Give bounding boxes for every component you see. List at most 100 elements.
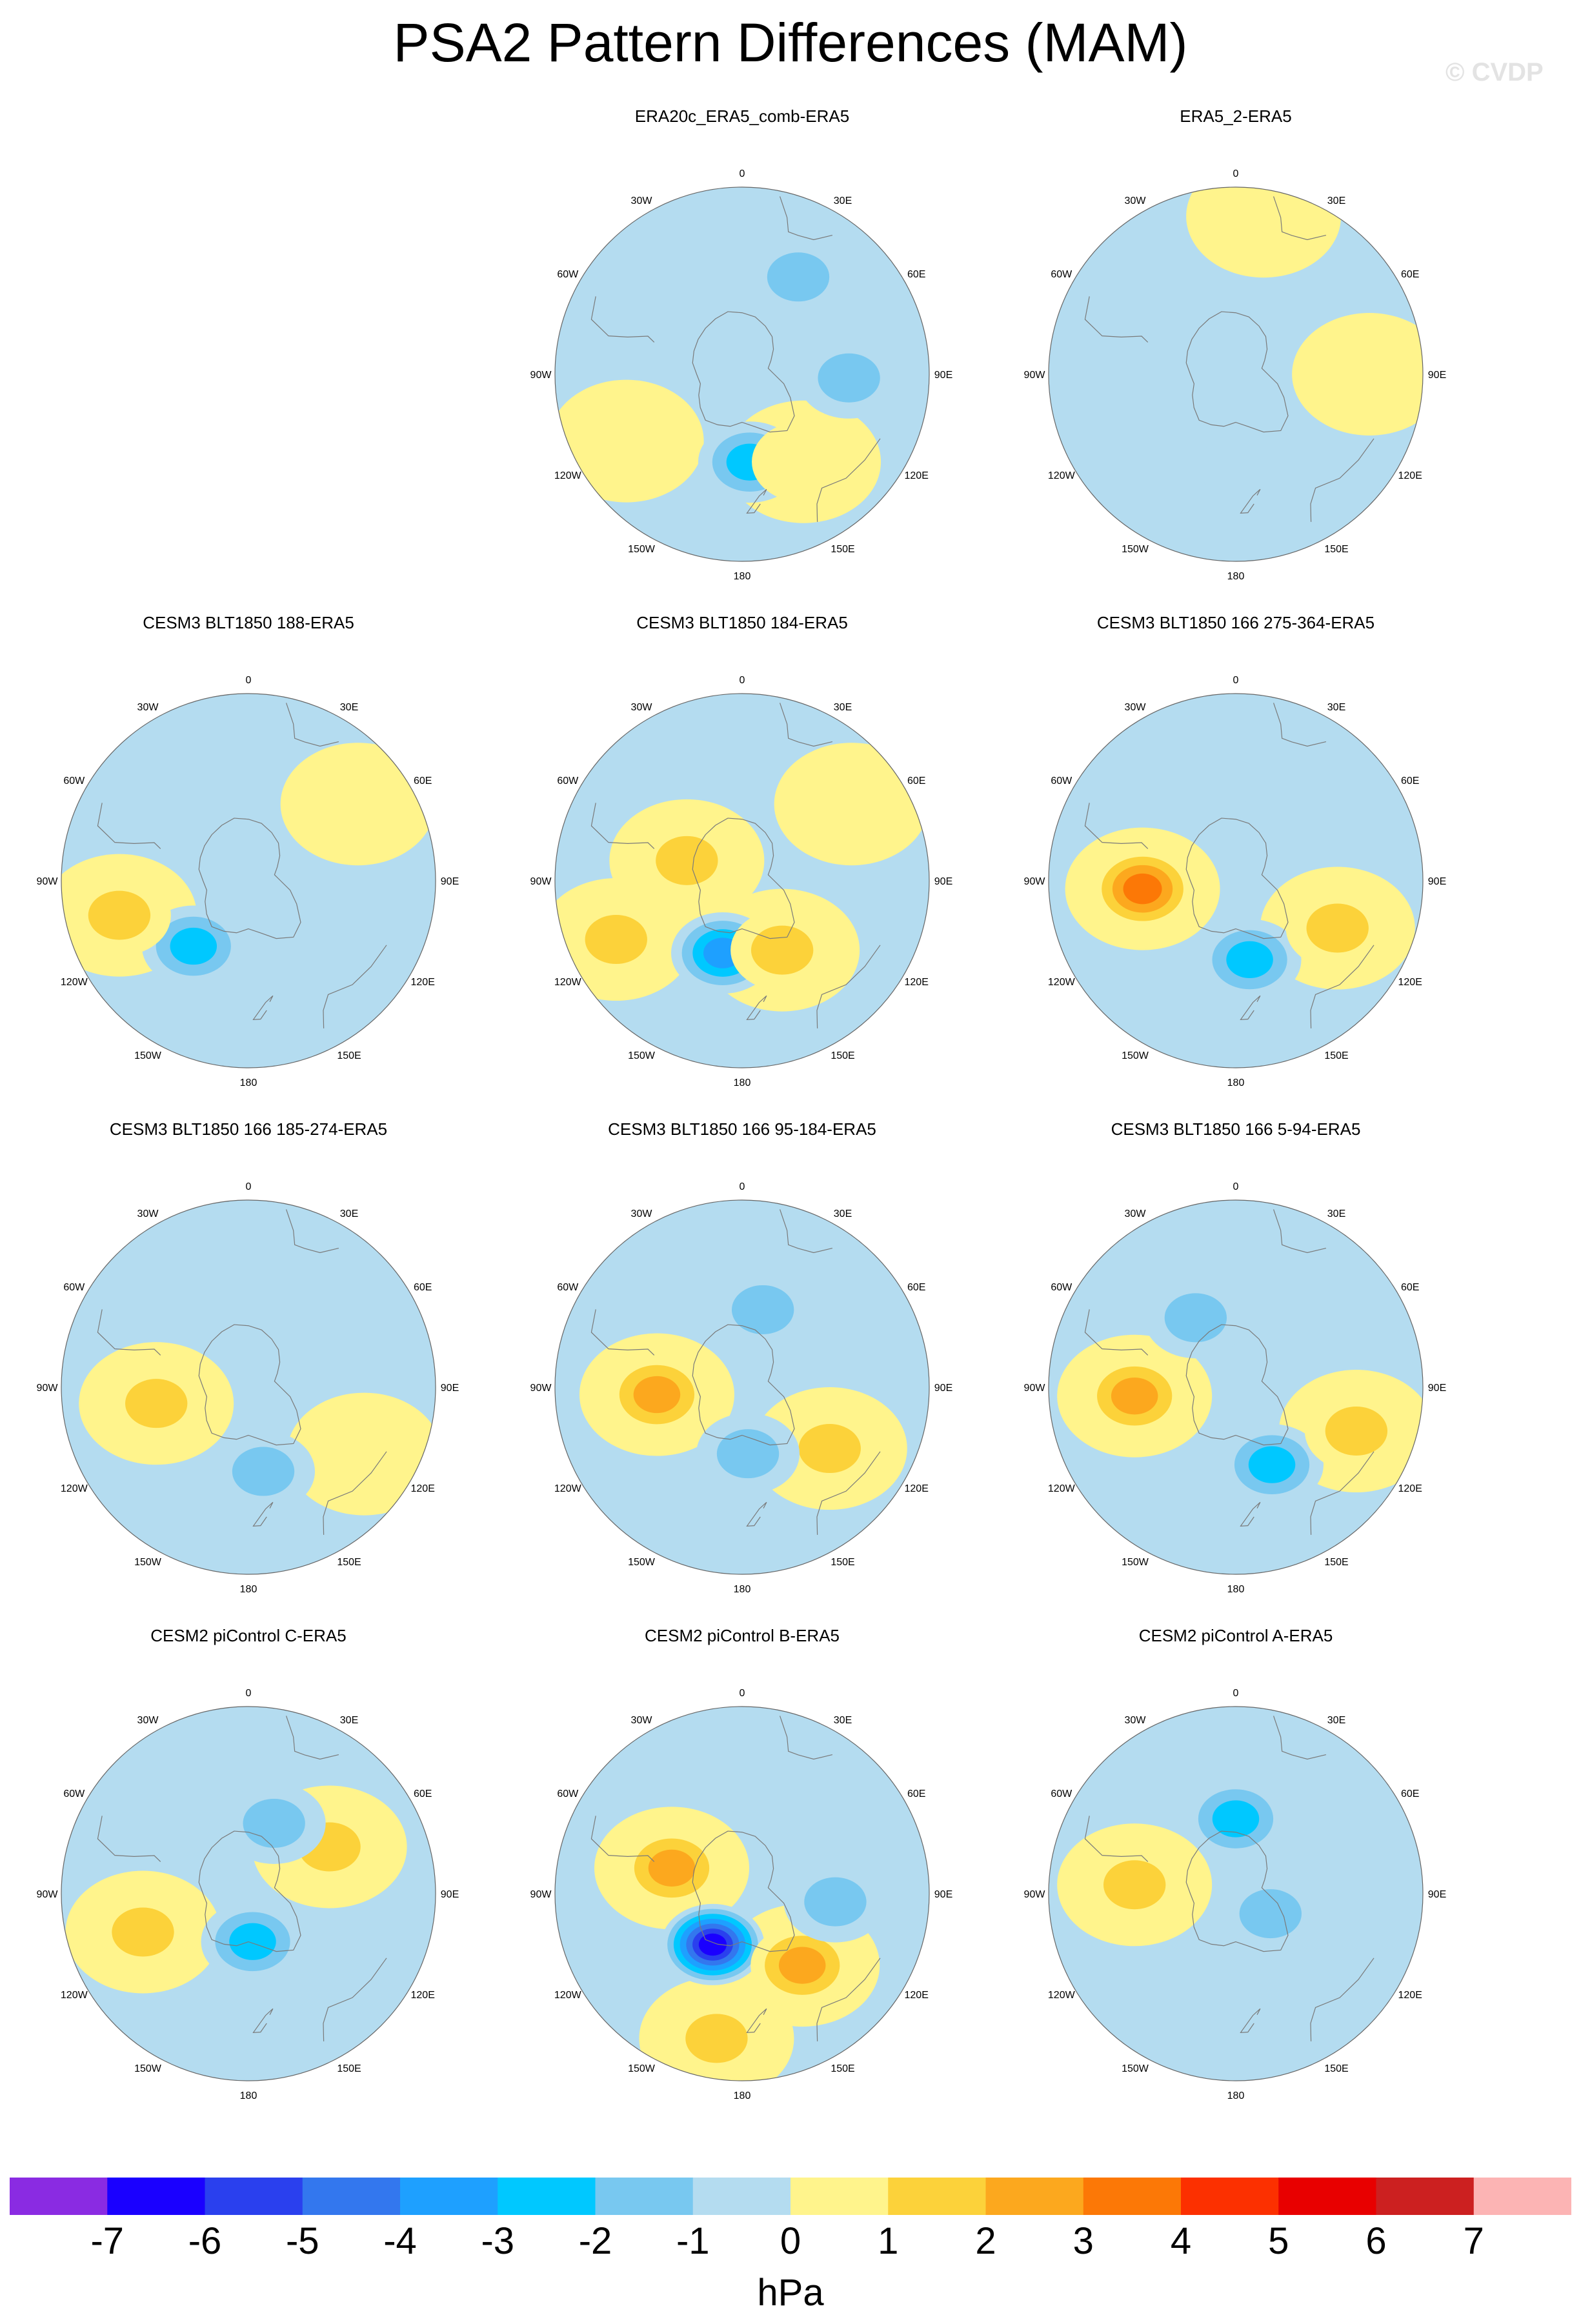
colorbar-tick-label: 1 (878, 2220, 899, 2262)
australia-coastline (816, 1958, 881, 2041)
panel-title: CESM3 BLT1850 188-ERA5 (143, 613, 354, 632)
longitude-label: 60E (907, 269, 925, 280)
longitude-label: 30W (1125, 702, 1147, 713)
map-panel: ERA5_2-ERA5 0 30E 60E 90E 120E 150E 180 150W 120… (987, 106, 1484, 616)
longitude-label: 90E (1428, 876, 1446, 887)
contour-band (574, 400, 678, 482)
map-border (1048, 1199, 1424, 1575)
africa-coastline (1273, 1716, 1327, 1760)
longitude-label: 120E (411, 977, 435, 988)
map-panel: CESM2 piControl B-ERA5 0 30E 60E 90E 120E 150… (494, 1626, 991, 2136)
contour-band (752, 421, 856, 503)
longitude-label: 30E (340, 1208, 358, 1219)
contour-band (170, 927, 217, 965)
map-border (554, 186, 930, 562)
longitude-label: 60W (63, 776, 85, 786)
contour-band (648, 1849, 696, 1887)
watermark: © CVDP (1445, 58, 1544, 86)
longitude-label: 30E (834, 702, 852, 713)
longitude-label: 30W (1125, 1715, 1147, 1726)
colorbar-tick-label: -7 (90, 2220, 125, 2262)
longitude-label: 30W (631, 702, 653, 713)
longitude-label: 60E (414, 776, 432, 786)
figure-title: PSA2 Pattern Differences (MAM) (393, 12, 1188, 73)
longitude-label: 60E (907, 776, 925, 786)
polar-map: 0 30E 60E 90E 120E 150E 180 150W 120W 90W 60W 30W (530, 1181, 953, 1595)
contour-band (767, 252, 830, 302)
longitude-label: 0 (1233, 1688, 1239, 1699)
australia-coastline (1310, 1451, 1375, 1535)
longitude-label: 90W (37, 876, 59, 887)
longitude-label: 120E (411, 1483, 435, 1494)
australia-coastline (323, 1958, 387, 2041)
longitude-label: 60W (1051, 776, 1072, 786)
longitude-label: 90E (934, 370, 952, 381)
south-america-coastline (1084, 296, 1149, 343)
antarctica-coastline (198, 1324, 301, 1446)
colorbar-tick-label: -4 (383, 2220, 417, 2262)
longitude-label: 150W (134, 1050, 162, 1061)
colorbar-tick-label: 5 (1268, 2220, 1289, 2262)
map-panel: CESM3 BLT1850 166 275-364-ERA5 0 30E 60E 90… (987, 613, 1484, 1123)
south-america-coastline (590, 803, 655, 849)
longitude-label: 90W (530, 876, 552, 887)
contour-band (685, 2014, 748, 2063)
contour-band (232, 1447, 295, 1496)
longitude-label: 120E (1398, 1990, 1422, 2001)
contour-band (1164, 1293, 1227, 1343)
contour-band (798, 1424, 861, 1474)
south-america-coastline (590, 296, 655, 343)
longitude-label: 150W (628, 544, 656, 555)
colorbar-swatch (1083, 2178, 1182, 2215)
longitude-label: 60E (414, 1282, 432, 1293)
longitude-label: 90W (37, 1383, 59, 1394)
map-panel: CESM3 BLT1850 184-ERA5 0 30E 60E 90E 120E 150… (494, 613, 991, 1123)
antarctica-coastline (1185, 1830, 1289, 1952)
longitude-label: 30W (1125, 195, 1147, 206)
longitude-label: 150W (1122, 1557, 1149, 1568)
longitude-label: 90E (934, 1383, 952, 1394)
map-border (61, 1706, 436, 2081)
longitude-label: 180 (1227, 1077, 1245, 1088)
colorbar-units: hPa (757, 2272, 824, 2314)
panel-title: CESM3 BLT1850 166 5-94-ERA5 (1111, 1119, 1361, 1139)
longitude-label: 180 (1227, 2090, 1245, 2101)
new-zealand-coastline (746, 995, 767, 1020)
colorbar-swatch (1376, 2178, 1475, 2215)
longitude-label: 30E (1327, 702, 1345, 713)
contour-band (306, 763, 410, 845)
contour-band (1248, 1446, 1296, 1483)
longitude-label: 180 (240, 2090, 257, 2101)
longitude-label: 30E (340, 1715, 358, 1726)
longitude-label: 180 (240, 1077, 257, 1088)
map-panel: CESM3 BLT1850 166 5-94-ERA5 0 30E 60E 90E 12… (987, 1119, 1484, 1629)
new-zealand-coastline (252, 995, 274, 1020)
colorbar-tick-label: -6 (188, 2220, 222, 2262)
contour-band (1226, 941, 1273, 979)
colorbar (10, 2178, 1571, 2215)
colorbar-swatch (205, 2178, 303, 2215)
longitude-label: 90W (530, 370, 552, 381)
longitude-label: 120E (1398, 470, 1422, 481)
contour-band (804, 1877, 867, 1927)
longitude-label: 0 (740, 1688, 745, 1699)
antarctica-coastline (692, 1324, 795, 1446)
longitude-label: 90E (1428, 1889, 1446, 1900)
longitude-label: 0 (740, 675, 745, 686)
colorbar-tick-label: -3 (481, 2220, 515, 2262)
south-america-coastline (97, 1309, 161, 1356)
contour-band (778, 1947, 826, 1984)
colorbar-tick-label: 4 (1170, 2220, 1192, 2262)
contour-band (1325, 1407, 1388, 1456)
longitude-label: 150E (1324, 2063, 1348, 2074)
longitude-label: 120W (554, 977, 582, 988)
longitude-label: 150W (134, 2063, 162, 2074)
australia-coastline (1310, 945, 1375, 1028)
longitude-label: 60E (1401, 269, 1419, 280)
contour-band (818, 353, 880, 403)
longitude-label: 90W (1024, 876, 1046, 887)
longitude-label: 60W (557, 1788, 579, 1799)
africa-coastline (780, 703, 833, 747)
longitude-label: 150E (1324, 544, 1348, 555)
africa-coastline (780, 1209, 833, 1254)
